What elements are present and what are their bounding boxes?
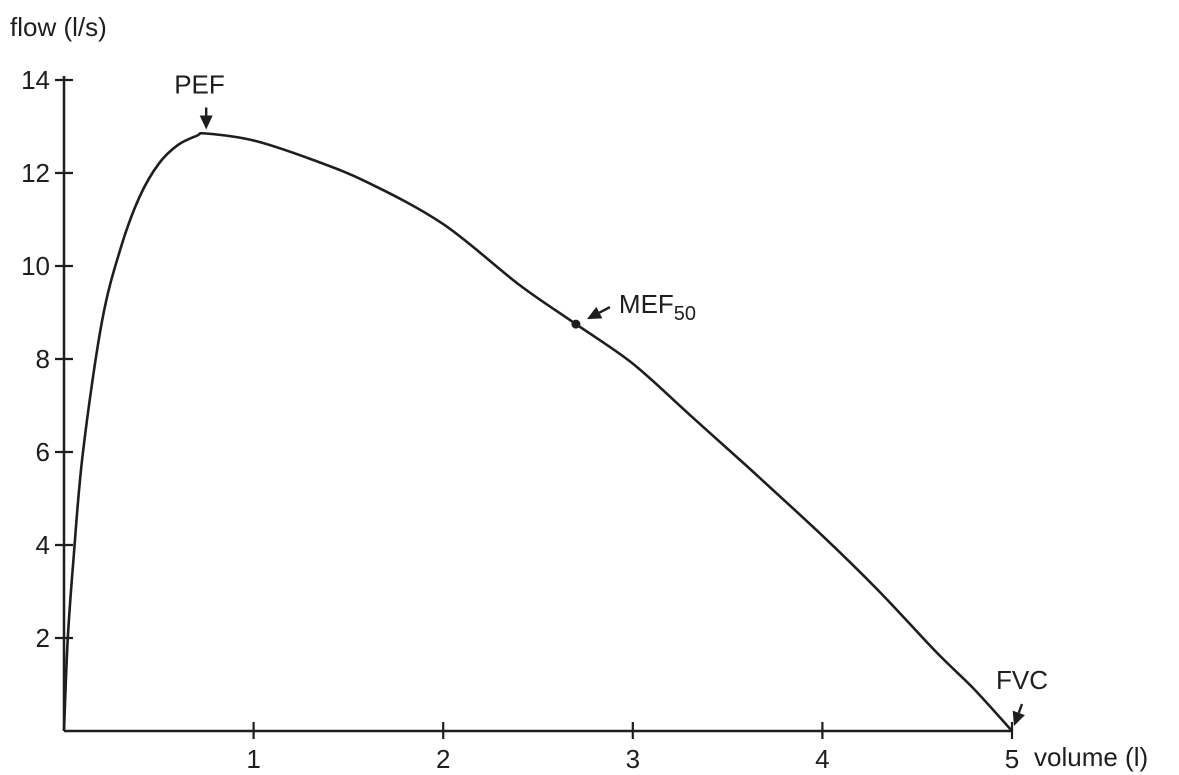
- x-tick-label: 2: [436, 744, 450, 774]
- pef-label: PEF: [174, 69, 225, 99]
- fvc-label: FVC: [996, 665, 1048, 695]
- x-tick-label: 3: [626, 744, 640, 774]
- y-tick-label: 14: [21, 65, 50, 95]
- x-axis-label: volume (l): [1034, 742, 1148, 772]
- flow-volume-curve: [62, 131, 1013, 732]
- y-axis-label: flow (l/s): [10, 12, 107, 42]
- y-tick-label: 6: [36, 437, 50, 467]
- y-tick-label: 10: [21, 251, 50, 281]
- x-ticks: 1 2 3 4 5: [246, 722, 1019, 774]
- y-tick-label: 2: [36, 623, 50, 653]
- fvc-arrow: [1012, 703, 1025, 726]
- y-tick-label: 12: [21, 158, 50, 188]
- annotations: PEF MEF50 FVC: [174, 69, 1048, 726]
- y-tick-label: 4: [36, 530, 50, 560]
- pef-arrow: [199, 107, 213, 130]
- x-tick-label: 4: [815, 744, 829, 774]
- mef50-arrow: [586, 306, 611, 320]
- mef50-label: MEF50: [619, 289, 696, 325]
- x-tick-label: 1: [246, 744, 260, 774]
- mef50-point: [571, 319, 581, 329]
- y-tick-label: 8: [36, 344, 50, 374]
- y-ticks: 2 4 6 8 10 12 14: [21, 65, 73, 653]
- x-tick-label: 5: [1005, 744, 1019, 774]
